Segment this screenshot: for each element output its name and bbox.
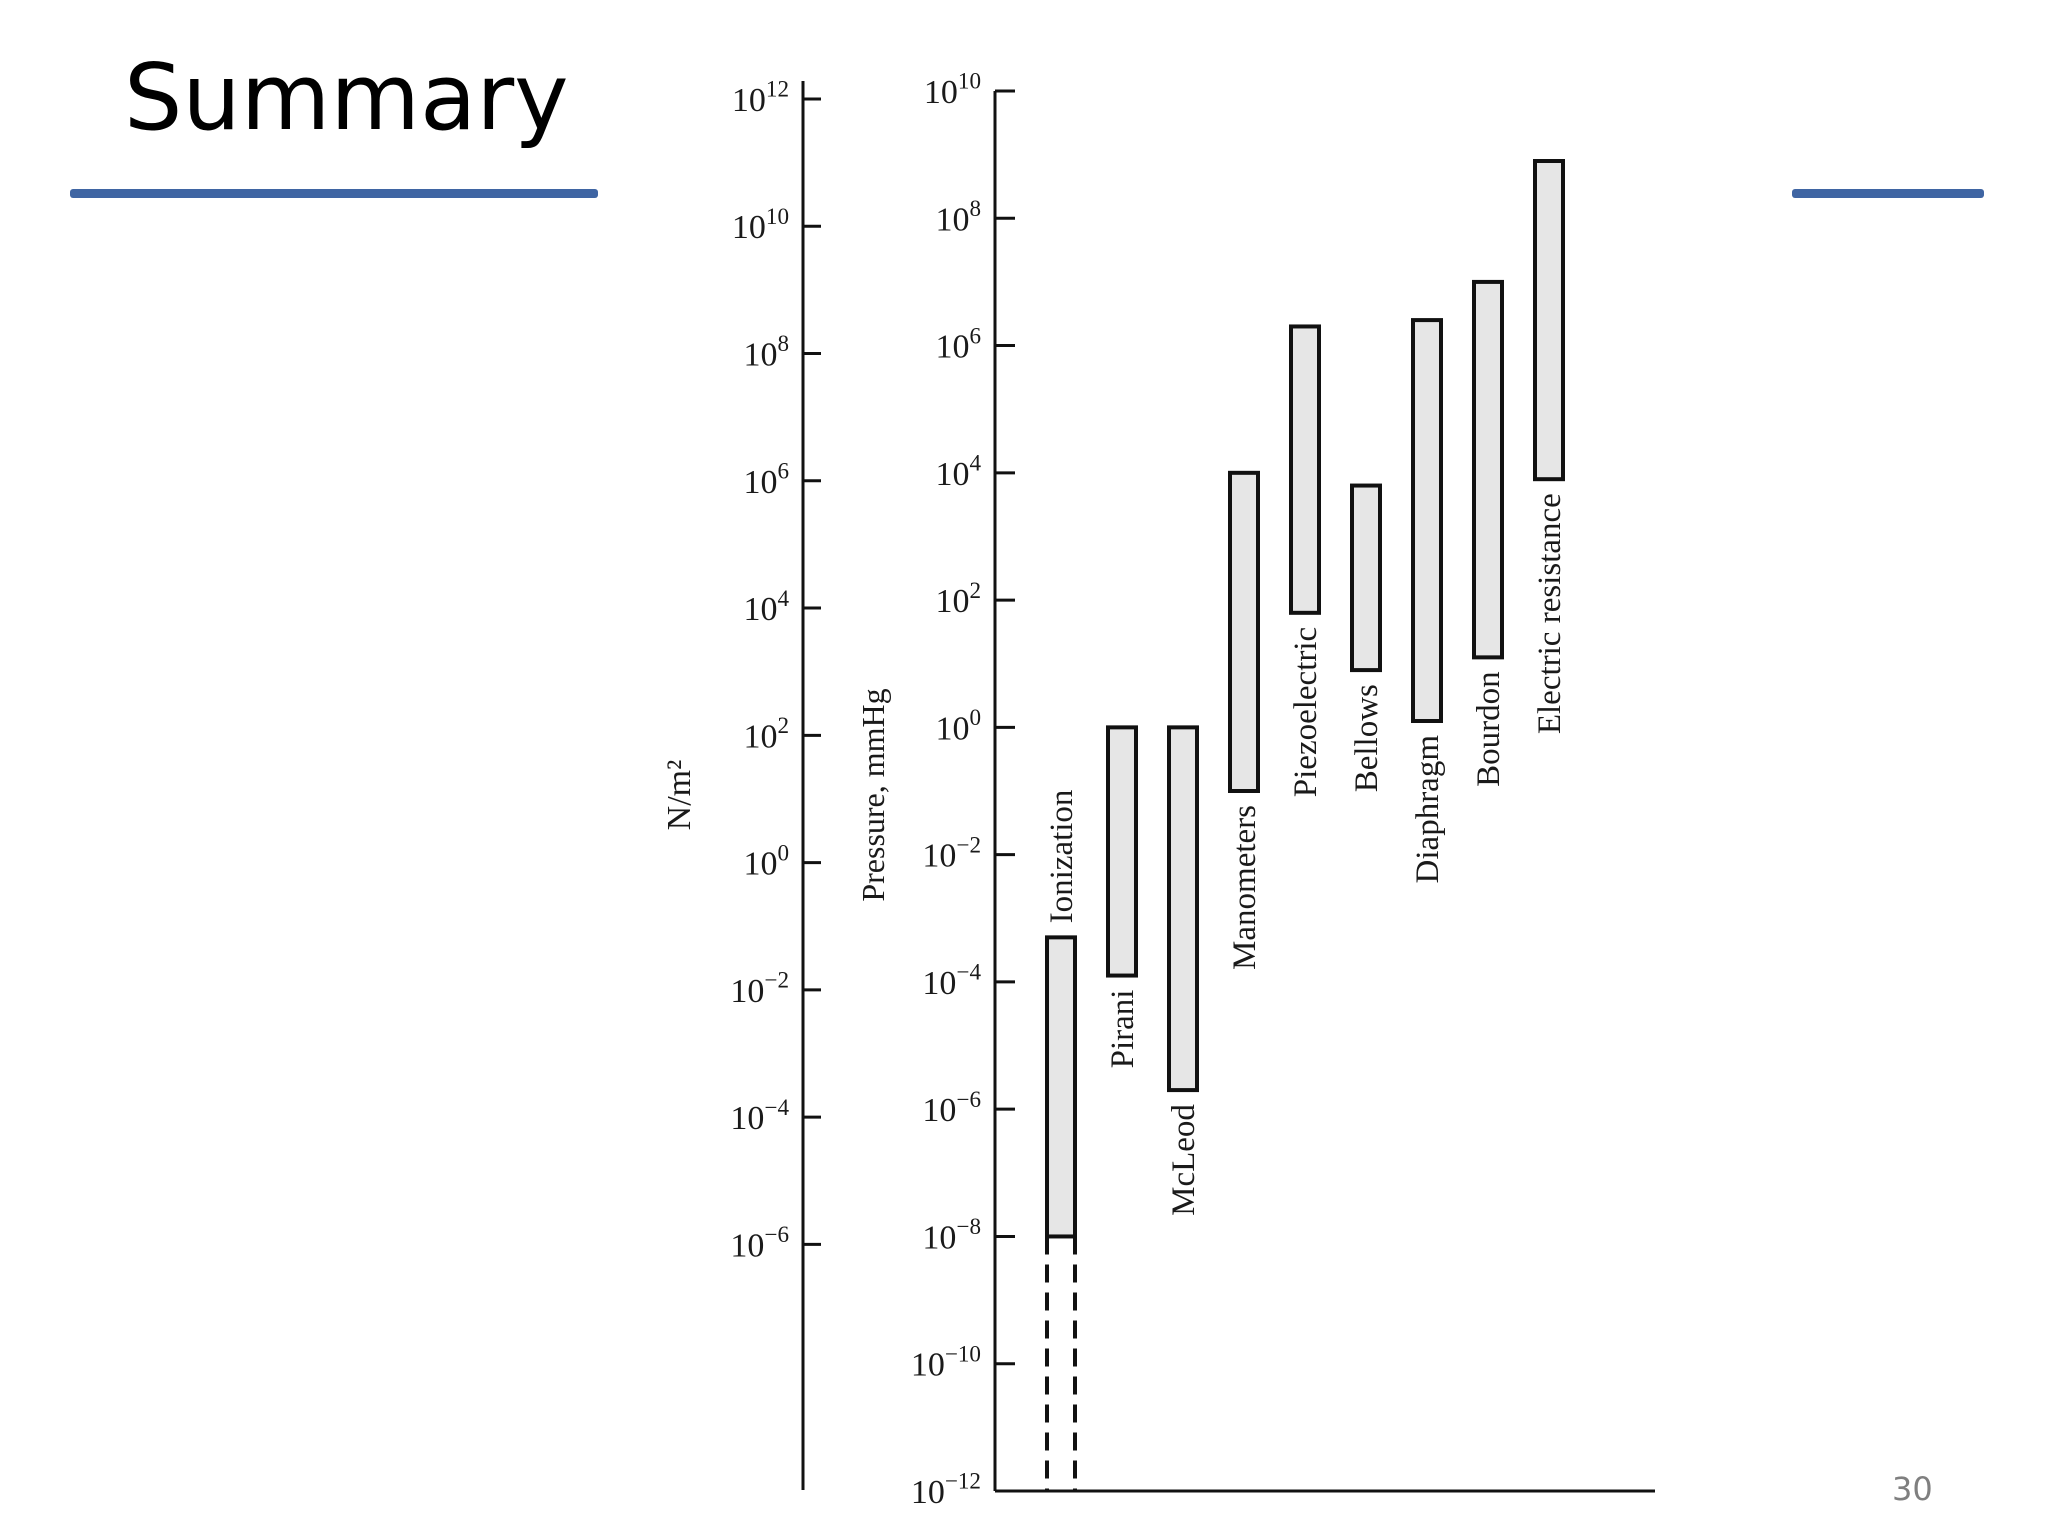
range-bar-piezoelectric [1289,324,1321,615]
slide-title: Summary [124,44,569,151]
left-axis-tick-label: 1010 [732,204,789,246]
page-number: 30 [1892,1470,1933,1508]
range-bar-label: Diaphragm [1410,735,1446,884]
right-axis-tick-label: 1010 [924,69,981,111]
left-axis-tick-label: 10−4 [730,1095,789,1137]
right-axis-tick-label: 10−6 [922,1087,981,1129]
right-axis-tick-label: 10−8 [922,1214,981,1256]
range-bar-label: McLeod [1166,1104,1202,1216]
range-bar-ionization [1045,935,1077,1239]
right-axis-tick-label: 108 [935,196,981,238]
left-axis-tick-label: 10−2 [730,968,789,1010]
left-axis-label: N/m² [661,760,698,831]
right-axis-tick-label: 104 [935,451,981,493]
title-underline-left [70,189,598,198]
range-bars: Ionization Pirani McLeod Manometers Piezoele… [1044,159,1568,1491]
range-bar-label: Electric resistance [1532,493,1568,734]
left-axis-tick-label: 1012 [732,77,789,119]
range-bar-mcleod [1167,725,1199,1093]
range-bar-label: Manometers [1227,805,1263,970]
range-bar-pirani [1106,725,1138,978]
range-bar-bellows [1350,483,1382,673]
right-axis-tick-label: 106 [935,323,981,365]
range-bar-bourdon [1472,279,1504,660]
title-underline-right [1792,189,1984,198]
right-axis-tick-label: 100 [935,705,981,747]
range-bar-label: Bourdon [1471,671,1507,787]
left-axis-tick-label: 104 [743,586,789,628]
range-bar-label: Bellows [1349,684,1385,792]
range-bar-diaphragm [1411,318,1443,724]
left-axis-tick-label: 100 [743,840,789,882]
right-axis-label: Pressure, mmHg [855,688,891,901]
range-bar-electric-resistance [1533,159,1565,482]
right-axis-tick-label: 10−4 [922,960,981,1002]
right-axis-tick-label: 10−2 [922,832,981,874]
right-axis: Pressure, mmHg 1010 108 106 104 102 100 10−2 10… [855,69,1655,1511]
range-bar-label: Piezoelectric [1288,627,1324,797]
left-axis: N/m² 1012 1010 108 106 104 102 100 10−2 10−4 10−6 [661,77,821,1490]
left-axis-tick-label: 102 [743,713,789,755]
range-bar-label: Ionization [1044,790,1080,924]
range-bar-label: Pirani [1105,990,1141,1069]
left-axis-tick-label: 108 [743,331,789,373]
right-axis-tick-label: 102 [935,578,981,620]
left-axis-tick-label: 10−6 [730,1222,789,1264]
right-axis-tick-label: 10−10 [911,1341,981,1383]
right-axis-tick-label: 10−12 [911,1469,981,1511]
range-bar-manometers [1228,470,1260,794]
left-axis-tick-label: 106 [743,458,789,500]
